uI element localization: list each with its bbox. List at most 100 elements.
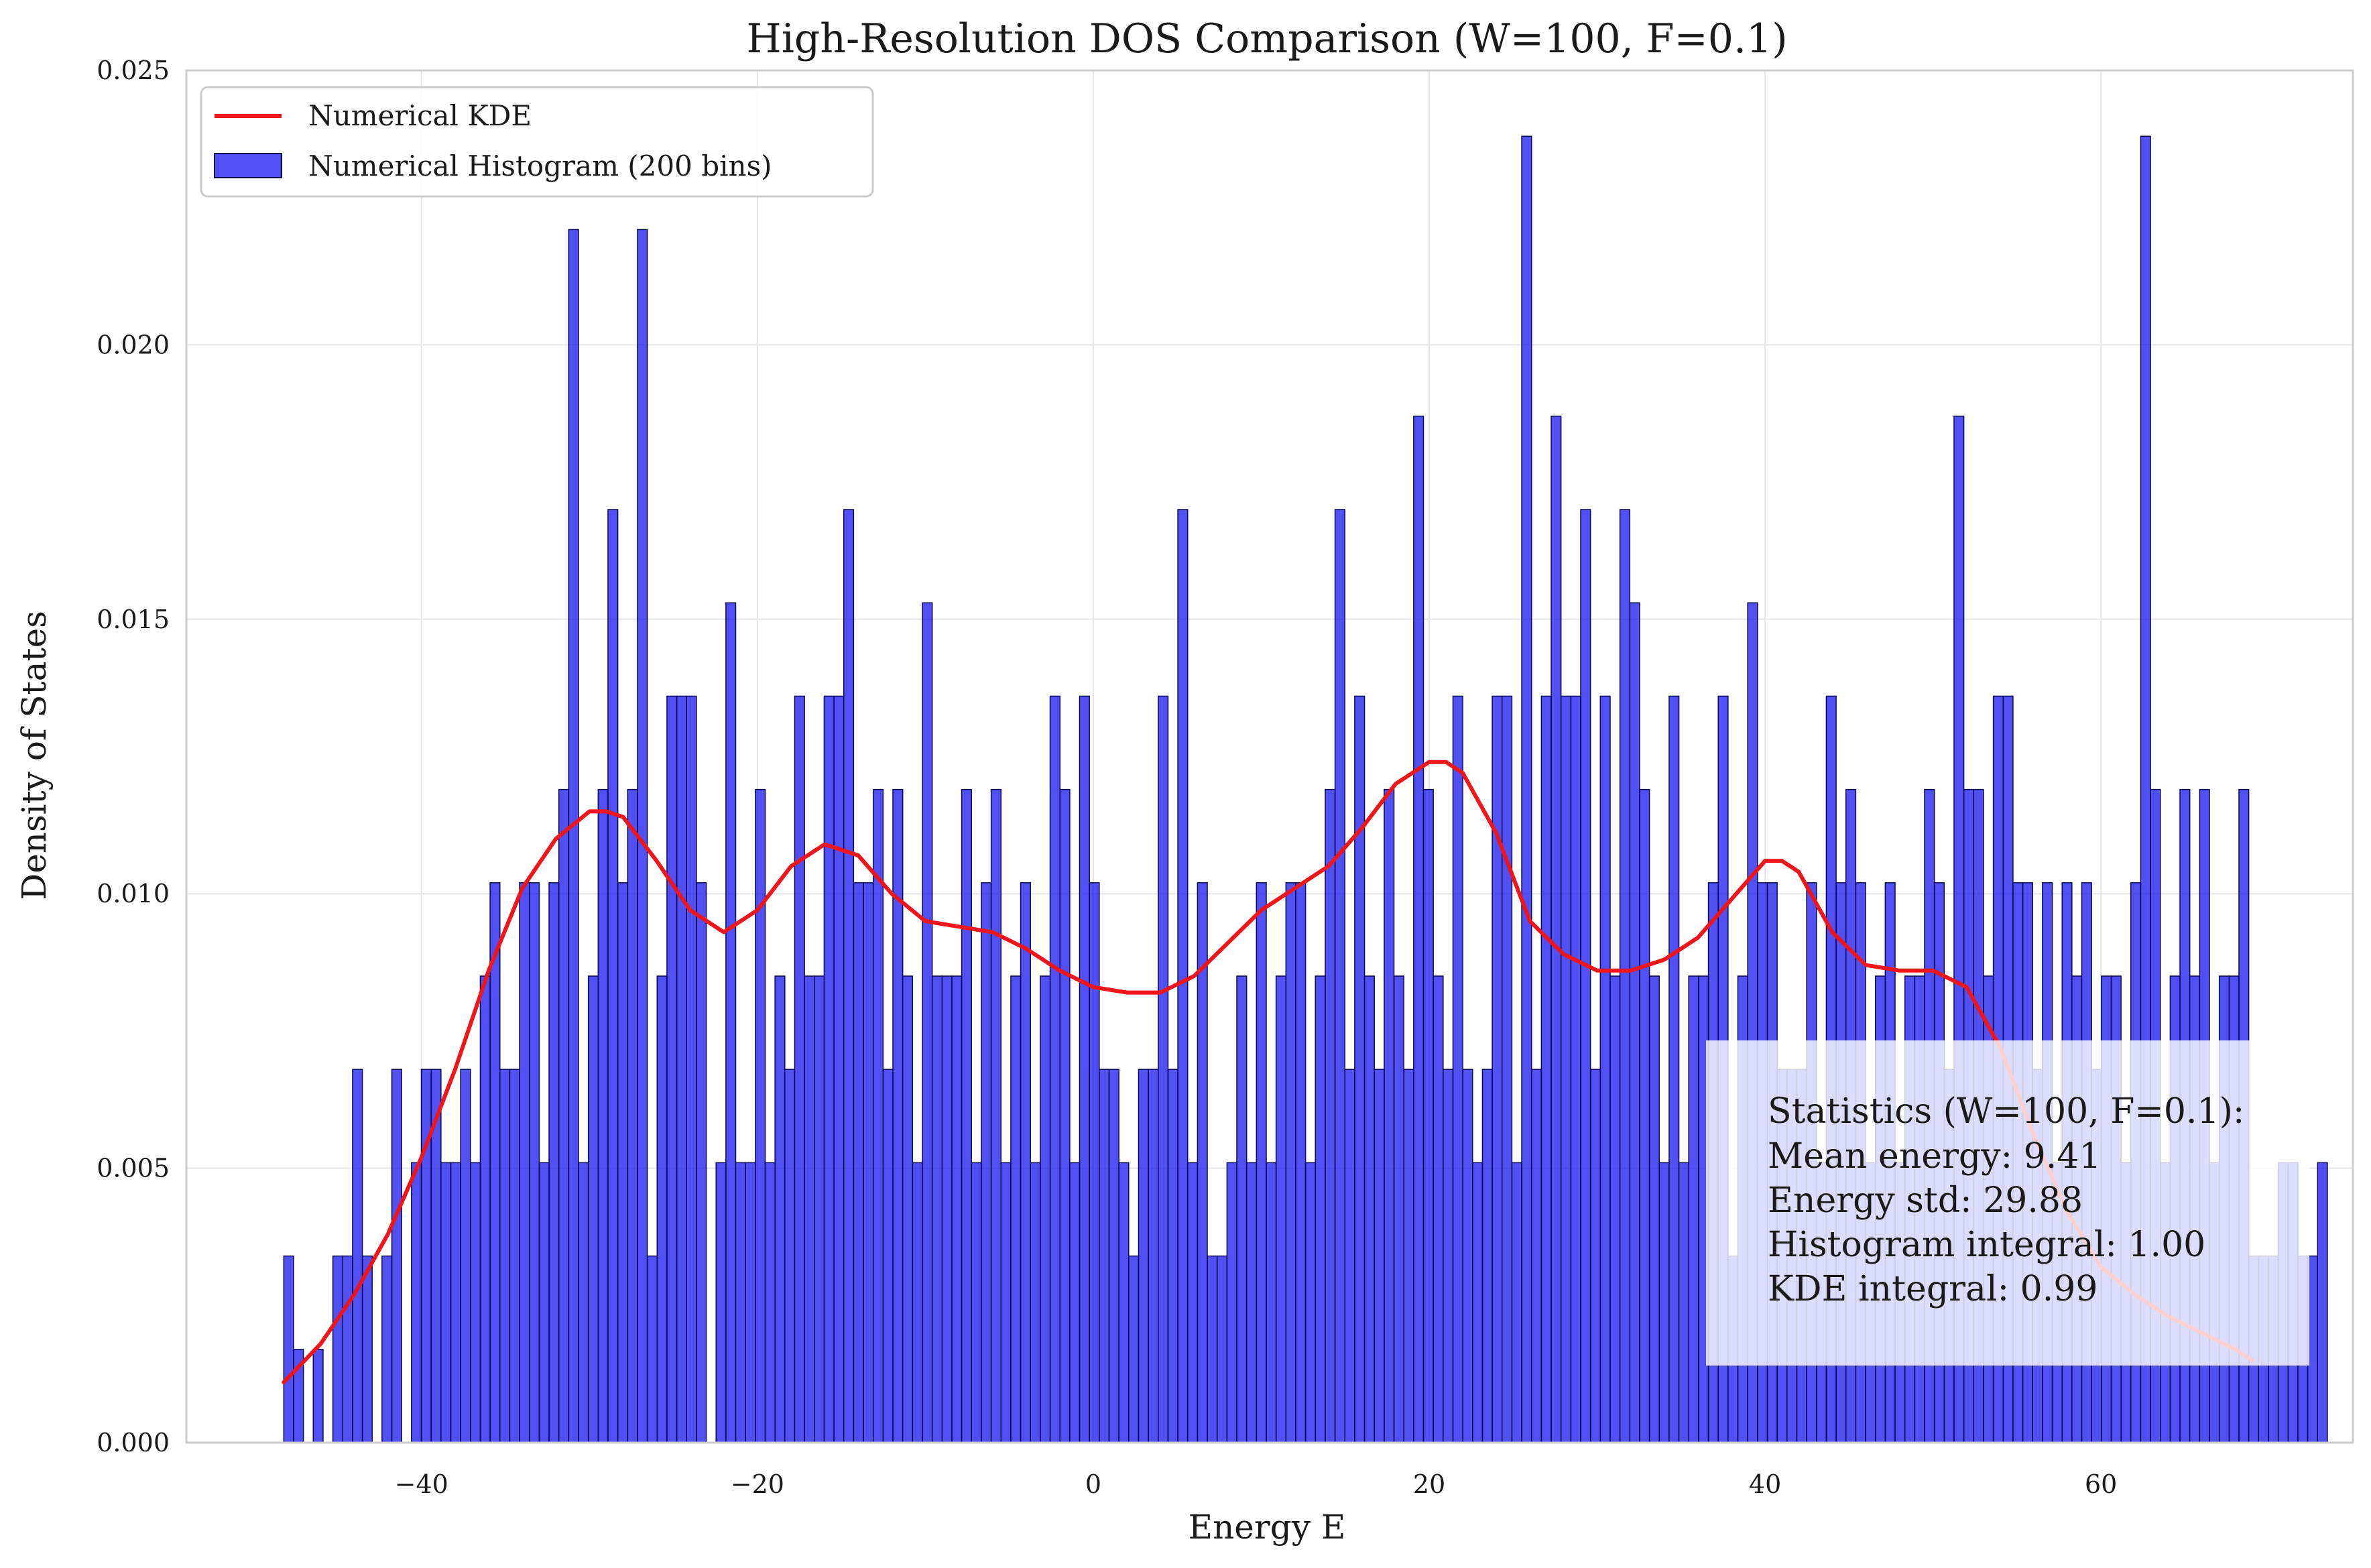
histogram-bar [902, 975, 914, 1443]
histogram-bar [1619, 509, 1631, 1443]
histogram-bar [1502, 695, 1513, 1443]
histogram-bar [1266, 1162, 1277, 1443]
histogram-bar [1118, 1162, 1130, 1443]
histogram-bar [941, 975, 953, 1443]
histogram-bar [1639, 788, 1650, 1443]
histogram-bar [1472, 1162, 1483, 1443]
histogram-bar [1325, 788, 1336, 1443]
histogram-bar [1128, 1255, 1140, 1443]
x-tick-label: 20 [1413, 1469, 1445, 1499]
histogram-bar [568, 229, 579, 1443]
legend-label-histogram: Numerical Histogram (200 bins) [308, 149, 772, 182]
x-tick-label: 60 [2085, 1469, 2117, 1499]
histogram-bar [1374, 1069, 1385, 1443]
histogram-bar [1609, 975, 1621, 1443]
histogram-bar [725, 602, 737, 1443]
histogram-bar [499, 1069, 511, 1443]
histogram-bar [1295, 882, 1306, 1443]
histogram-bar [1481, 1069, 1493, 1443]
histogram-bar [1177, 509, 1189, 1443]
histogram-bar [981, 882, 992, 1443]
histogram-bar [470, 1162, 481, 1443]
histogram-bar [882, 1069, 894, 1443]
stats-line-heading: Statistics (W=100, F=0.1): [1768, 1091, 2244, 1132]
x-tick-label: −20 [731, 1469, 784, 1499]
histogram-bar [1059, 788, 1071, 1443]
histogram-bar [283, 1255, 294, 1443]
y-tick-label: 0.025 [97, 56, 170, 85]
histogram-bar [312, 1349, 324, 1443]
histogram-bar [764, 1162, 776, 1443]
histogram-bar [1413, 416, 1424, 1443]
histogram-bar [361, 1255, 373, 1443]
stats-box-background [1706, 1040, 2309, 1366]
histogram-bar [1158, 695, 1169, 1443]
histogram-bar [411, 1162, 422, 1443]
histogram-bar [381, 1255, 393, 1443]
histogram-bar [391, 1069, 402, 1443]
histogram-bar [1354, 695, 1365, 1443]
y-axis-label: Density of States [15, 611, 54, 900]
histogram-bar [1226, 1162, 1237, 1443]
histogram-bar [853, 882, 864, 1443]
y-tick-label: 0.010 [97, 879, 170, 908]
histogram-bar [951, 975, 963, 1443]
histogram-bar [1256, 882, 1267, 1443]
x-tick-label: 40 [1749, 1469, 1781, 1499]
histogram-bar [1275, 975, 1287, 1443]
histogram-bar [823, 695, 835, 1443]
histogram-bar [843, 509, 855, 1443]
plot-frame [185, 69, 2354, 1444]
histogram-bar [617, 882, 629, 1443]
histogram-bar [1589, 1069, 1601, 1443]
histogram-bar [1433, 975, 1444, 1443]
histogram-bar [1443, 1069, 1454, 1443]
histogram-bar [1560, 695, 1572, 1443]
histogram-bar [1452, 695, 1463, 1443]
histogram-bar [1403, 1069, 1414, 1443]
y-tick-label: 0.000 [97, 1428, 170, 1457]
histogram-bar [1285, 882, 1296, 1443]
histogram-bar [1207, 1255, 1218, 1443]
y-tick-label: 0.020 [97, 330, 170, 359]
y-tick-label: 0.015 [97, 605, 170, 634]
histogram-bar [1540, 695, 1552, 1443]
histogram-bar [1049, 695, 1060, 1443]
histogram-bar [1551, 416, 1562, 1443]
histogram-bar [755, 788, 766, 1443]
histogram-bar [1020, 882, 1031, 1443]
histogram-bar [686, 695, 697, 1443]
histogram-bar [558, 788, 570, 1443]
histogram-bar [1245, 1162, 1258, 1443]
histogram-bar [990, 788, 1002, 1443]
histogram-bar [804, 975, 815, 1443]
x-axis-label: Energy E [1189, 1508, 1346, 1547]
histogram-bar [460, 1069, 471, 1443]
histogram-bar [1108, 1069, 1119, 1443]
histogram-bar [479, 975, 491, 1443]
histogram-bar [1648, 975, 1660, 1443]
histogram-bar [696, 882, 707, 1443]
histogram-bar [440, 1162, 452, 1443]
histogram-bar [1216, 1255, 1228, 1443]
chart-title: High-Resolution DOS Comparison (W=100, F… [746, 15, 1787, 62]
histogram-bar [519, 882, 530, 1443]
x-tick-label: −40 [395, 1469, 448, 1499]
histogram-bar [1334, 509, 1345, 1443]
histogram-bar [1580, 509, 1591, 1443]
histogram-bar [1678, 1162, 1689, 1443]
histogram-bar [774, 975, 786, 1443]
histogram-bar [1148, 1069, 1159, 1443]
histogram-bar [1089, 882, 1100, 1443]
histogram-bar [646, 1255, 658, 1443]
histogram-bar [509, 1069, 520, 1443]
histogram-bar [1492, 695, 1503, 1443]
histogram-bar [1658, 1162, 1670, 1443]
histogram-bar [666, 695, 678, 1443]
stats-line-mean: Mean energy: 9.41 [1768, 1136, 2101, 1177]
histogram-bar [578, 1162, 589, 1443]
histogram-bar [1315, 975, 1326, 1443]
histogram-bar [1384, 788, 1395, 1443]
histogram-bar [872, 788, 884, 1443]
